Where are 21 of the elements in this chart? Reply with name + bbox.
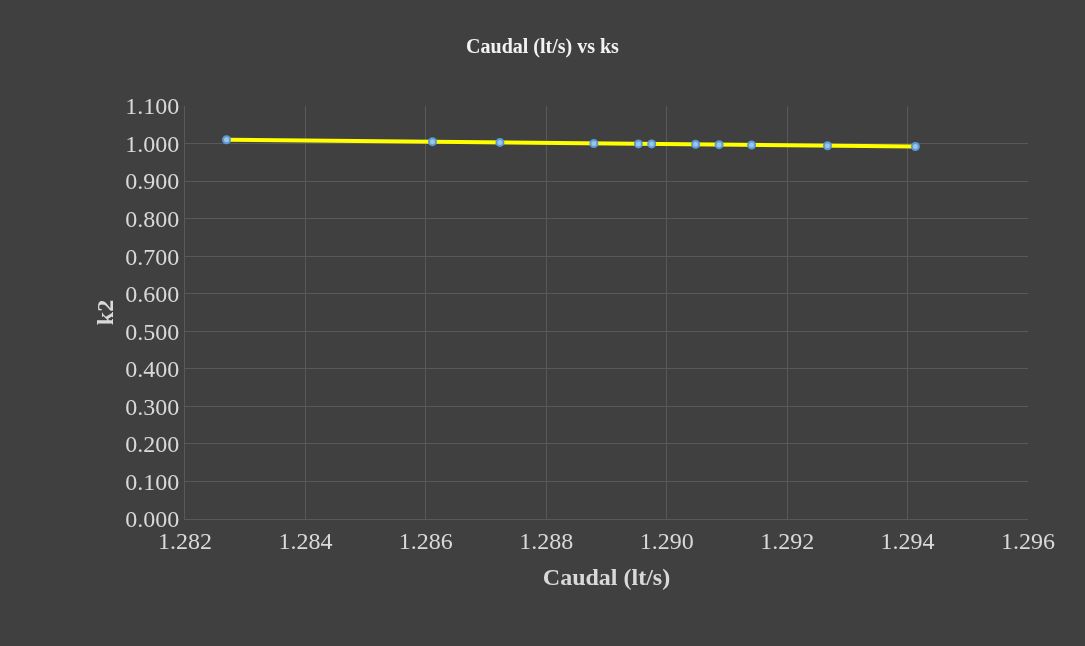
- y-tick-label: 0.300: [125, 393, 180, 420]
- x-tick-label: 1.284: [278, 527, 333, 554]
- x-tick-label: 1.286: [398, 527, 453, 554]
- x-tick-label: 1.288: [519, 527, 574, 554]
- x-tick-label: 1.294: [880, 527, 935, 554]
- y-tick-label: 0.200: [125, 431, 180, 458]
- x-axis-title: Caudal (lt/s): [542, 564, 671, 591]
- y-tick-label: 0.900: [125, 168, 180, 195]
- y-tick-label: 0.800: [125, 206, 180, 233]
- x-tick-label: 1.290: [639, 527, 694, 554]
- y-tick-label: 0.700: [125, 243, 180, 270]
- y-tick-label: 0.100: [125, 468, 180, 495]
- y-tick-label: 1.100: [125, 93, 180, 120]
- y-tick-label: 0.600: [125, 281, 180, 308]
- x-tick-label: 1.296: [1001, 527, 1055, 554]
- y-tick-label: 0.500: [125, 318, 180, 345]
- chart-title: Caudal (lt/s) vs ks: [466, 34, 620, 58]
- y-axis-title: k2: [92, 299, 119, 326]
- y-tick-label: 1.000: [125, 130, 180, 157]
- x-tick-label: 1.292: [760, 527, 815, 554]
- y-tick-label: 0.400: [125, 356, 180, 383]
